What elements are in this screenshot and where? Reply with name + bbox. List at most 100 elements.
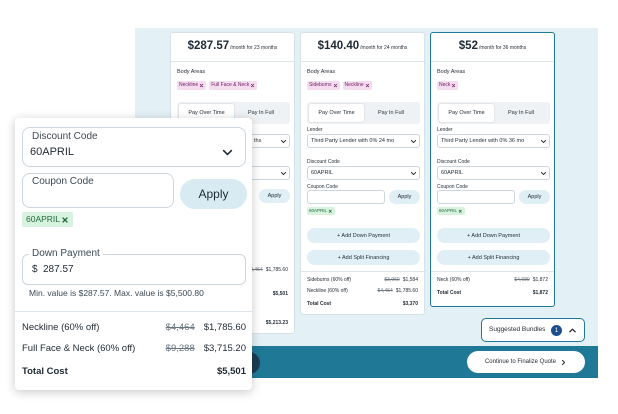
monthly-price: $287.57 bbox=[187, 40, 230, 52]
field-label: Lender bbox=[437, 127, 453, 133]
price-row: $140.40/month for 24 months bbox=[301, 40, 424, 56]
remove-icon bbox=[365, 83, 369, 88]
tab-label: Pay Over Time bbox=[318, 110, 355, 116]
total-label: Total Cost bbox=[22, 366, 68, 377]
total-value: $5,501 bbox=[216, 366, 246, 377]
price-values: $1,872 bbox=[533, 291, 548, 296]
add-down-payment-button[interactable]: + Add Down Payment bbox=[307, 228, 420, 243]
apply-button[interactable]: Apply bbox=[180, 179, 247, 209]
add-split-financing-button[interactable]: + Add Split Financing bbox=[437, 250, 550, 265]
chip-label: Sideburns bbox=[309, 82, 332, 88]
chip-label: 60APRIL bbox=[439, 207, 458, 213]
apply-button[interactable]: Apply bbox=[389, 190, 420, 204]
price-values: $4,464 $1,785.60 bbox=[247, 268, 288, 273]
remove-icon bbox=[333, 83, 337, 88]
continue-button[interactable]: Continue to Finalize Quote bbox=[467, 351, 585, 373]
term: /month for 24 months bbox=[360, 45, 408, 51]
select[interactable]: Third Party Lender with 0% 24 mo bbox=[307, 134, 420, 148]
chevron-down bbox=[410, 139, 417, 144]
total-value: $3,370 bbox=[402, 301, 418, 307]
chevron-down bbox=[540, 139, 547, 144]
price-values: $4,464 $1,785.60 bbox=[166, 323, 246, 333]
apply-button[interactable]: Apply bbox=[519, 190, 550, 204]
area-chips: Sideburns Neckline bbox=[307, 81, 372, 90]
tab-label: Pay Over Time bbox=[448, 110, 485, 116]
chevron-down bbox=[410, 171, 417, 176]
select[interactable]: 60APRIL bbox=[307, 166, 420, 180]
tab-active[interactable]: Pay Over Time bbox=[179, 104, 234, 122]
chevron-down bbox=[540, 171, 547, 176]
tab-active[interactable]: Pay Over Time bbox=[309, 104, 364, 122]
price-values: $3,960 $1,584 bbox=[384, 278, 418, 283]
down-payment-input[interactable]: Down Payment $287.57 bbox=[22, 249, 246, 285]
line-item-label: Full Face & Neck (60% off) bbox=[22, 343, 136, 354]
chip: Neckline bbox=[342, 81, 372, 90]
field-label: Coupon Code bbox=[32, 176, 94, 187]
chip-label: Neckline bbox=[344, 82, 364, 88]
section-label: Body Areas bbox=[177, 69, 206, 75]
original-price: $3,960 bbox=[384, 277, 400, 283]
price-values: $9,288 $3,715.20 bbox=[166, 344, 246, 354]
plan-card[interactable]: $52/month for 36 months Body Areas Neck Pay… bbox=[430, 32, 555, 307]
chevron-down bbox=[222, 149, 233, 156]
divider bbox=[15, 311, 252, 312]
count-badge: 1 bbox=[551, 325, 562, 336]
add-split-financing-button[interactable]: + Add Split Financing bbox=[307, 250, 420, 265]
tab-label: Pay In Full bbox=[378, 110, 404, 116]
section-label: Body Areas bbox=[307, 69, 336, 75]
field-label: Discount Code bbox=[32, 131, 98, 142]
plan-card[interactable]: $140.40/month for 24 months Body Areas Sid… bbox=[300, 32, 425, 315]
discounted-price: $3,715.20 bbox=[203, 343, 246, 354]
payment-tabs: Pay Over Time Pay In Full bbox=[437, 102, 550, 124]
price-row: $52/month for 36 months bbox=[431, 40, 554, 56]
coupon-input[interactable] bbox=[437, 190, 515, 204]
add-down-payment-button[interactable]: + Add Down Payment bbox=[437, 228, 550, 243]
original-price: $9,288 bbox=[165, 343, 195, 354]
button-label: Continue to Finalize Quote bbox=[484, 359, 557, 365]
apply-button[interactable]: Apply bbox=[259, 189, 290, 203]
line-item-label: Neckline (60% off) bbox=[307, 288, 348, 294]
remove-icon bbox=[458, 209, 462, 213]
select[interactable]: Third Party Lender with 0% 36 mo bbox=[437, 134, 550, 148]
line-item-label: Neckline (60% off) bbox=[22, 322, 100, 333]
tab-label: Pay In Full bbox=[508, 110, 534, 116]
tab[interactable]: Pay In Full bbox=[494, 104, 548, 122]
button-label: + Add Down Payment bbox=[466, 232, 521, 239]
chip-label: Neck bbox=[439, 82, 451, 88]
button-label: Apply bbox=[198, 187, 229, 201]
chip: Neck bbox=[437, 81, 459, 90]
tab-label: Pay Over Time bbox=[188, 110, 225, 116]
select-value: 60APRIL bbox=[311, 170, 334, 176]
divider bbox=[171, 61, 294, 62]
original-price: $4,464 bbox=[377, 288, 393, 294]
button-label: + Add Split Financing bbox=[467, 254, 520, 261]
chevron-down bbox=[280, 139, 287, 144]
tab[interactable]: Pay In Full bbox=[234, 104, 288, 122]
total-value: $5,501 bbox=[272, 291, 288, 297]
price-values: $4,464 $1,785.60 bbox=[377, 289, 418, 294]
discounted-price: $1,872 bbox=[532, 277, 548, 283]
tab[interactable]: Pay In Full bbox=[364, 104, 418, 122]
divider bbox=[301, 61, 424, 62]
price-values: $5,501 bbox=[273, 292, 288, 297]
coupon-input[interactable]: Coupon Code bbox=[22, 173, 174, 208]
term: /month for 36 months bbox=[478, 45, 527, 51]
remove-icon bbox=[251, 83, 255, 88]
select-value: Third Party Lender with 0% 24 mo bbox=[311, 138, 395, 144]
chip: 60APRIL bbox=[307, 207, 335, 215]
tab-active[interactable]: Pay Over Time bbox=[439, 104, 494, 122]
area-chips: Neck bbox=[437, 81, 459, 90]
section-label: Body Areas bbox=[437, 69, 466, 75]
button-label: Apply bbox=[267, 193, 282, 199]
suggested-bundles-button[interactable]: Suggested Bundles 1 bbox=[481, 318, 585, 342]
select[interactable]: 60APRIL bbox=[437, 166, 550, 180]
remove-icon bbox=[200, 83, 204, 88]
tab-label: Pay In Full bbox=[248, 110, 274, 116]
coupon-input[interactable] bbox=[307, 190, 385, 204]
discount-select[interactable]: Discount Code 60APRIL bbox=[22, 127, 246, 167]
price-values: $3,370 bbox=[403, 302, 418, 307]
field-label: Coupon Code bbox=[307, 184, 338, 190]
chip: 60APRIL bbox=[437, 207, 465, 215]
price-row: $287.57/month for 23 months bbox=[171, 40, 294, 56]
